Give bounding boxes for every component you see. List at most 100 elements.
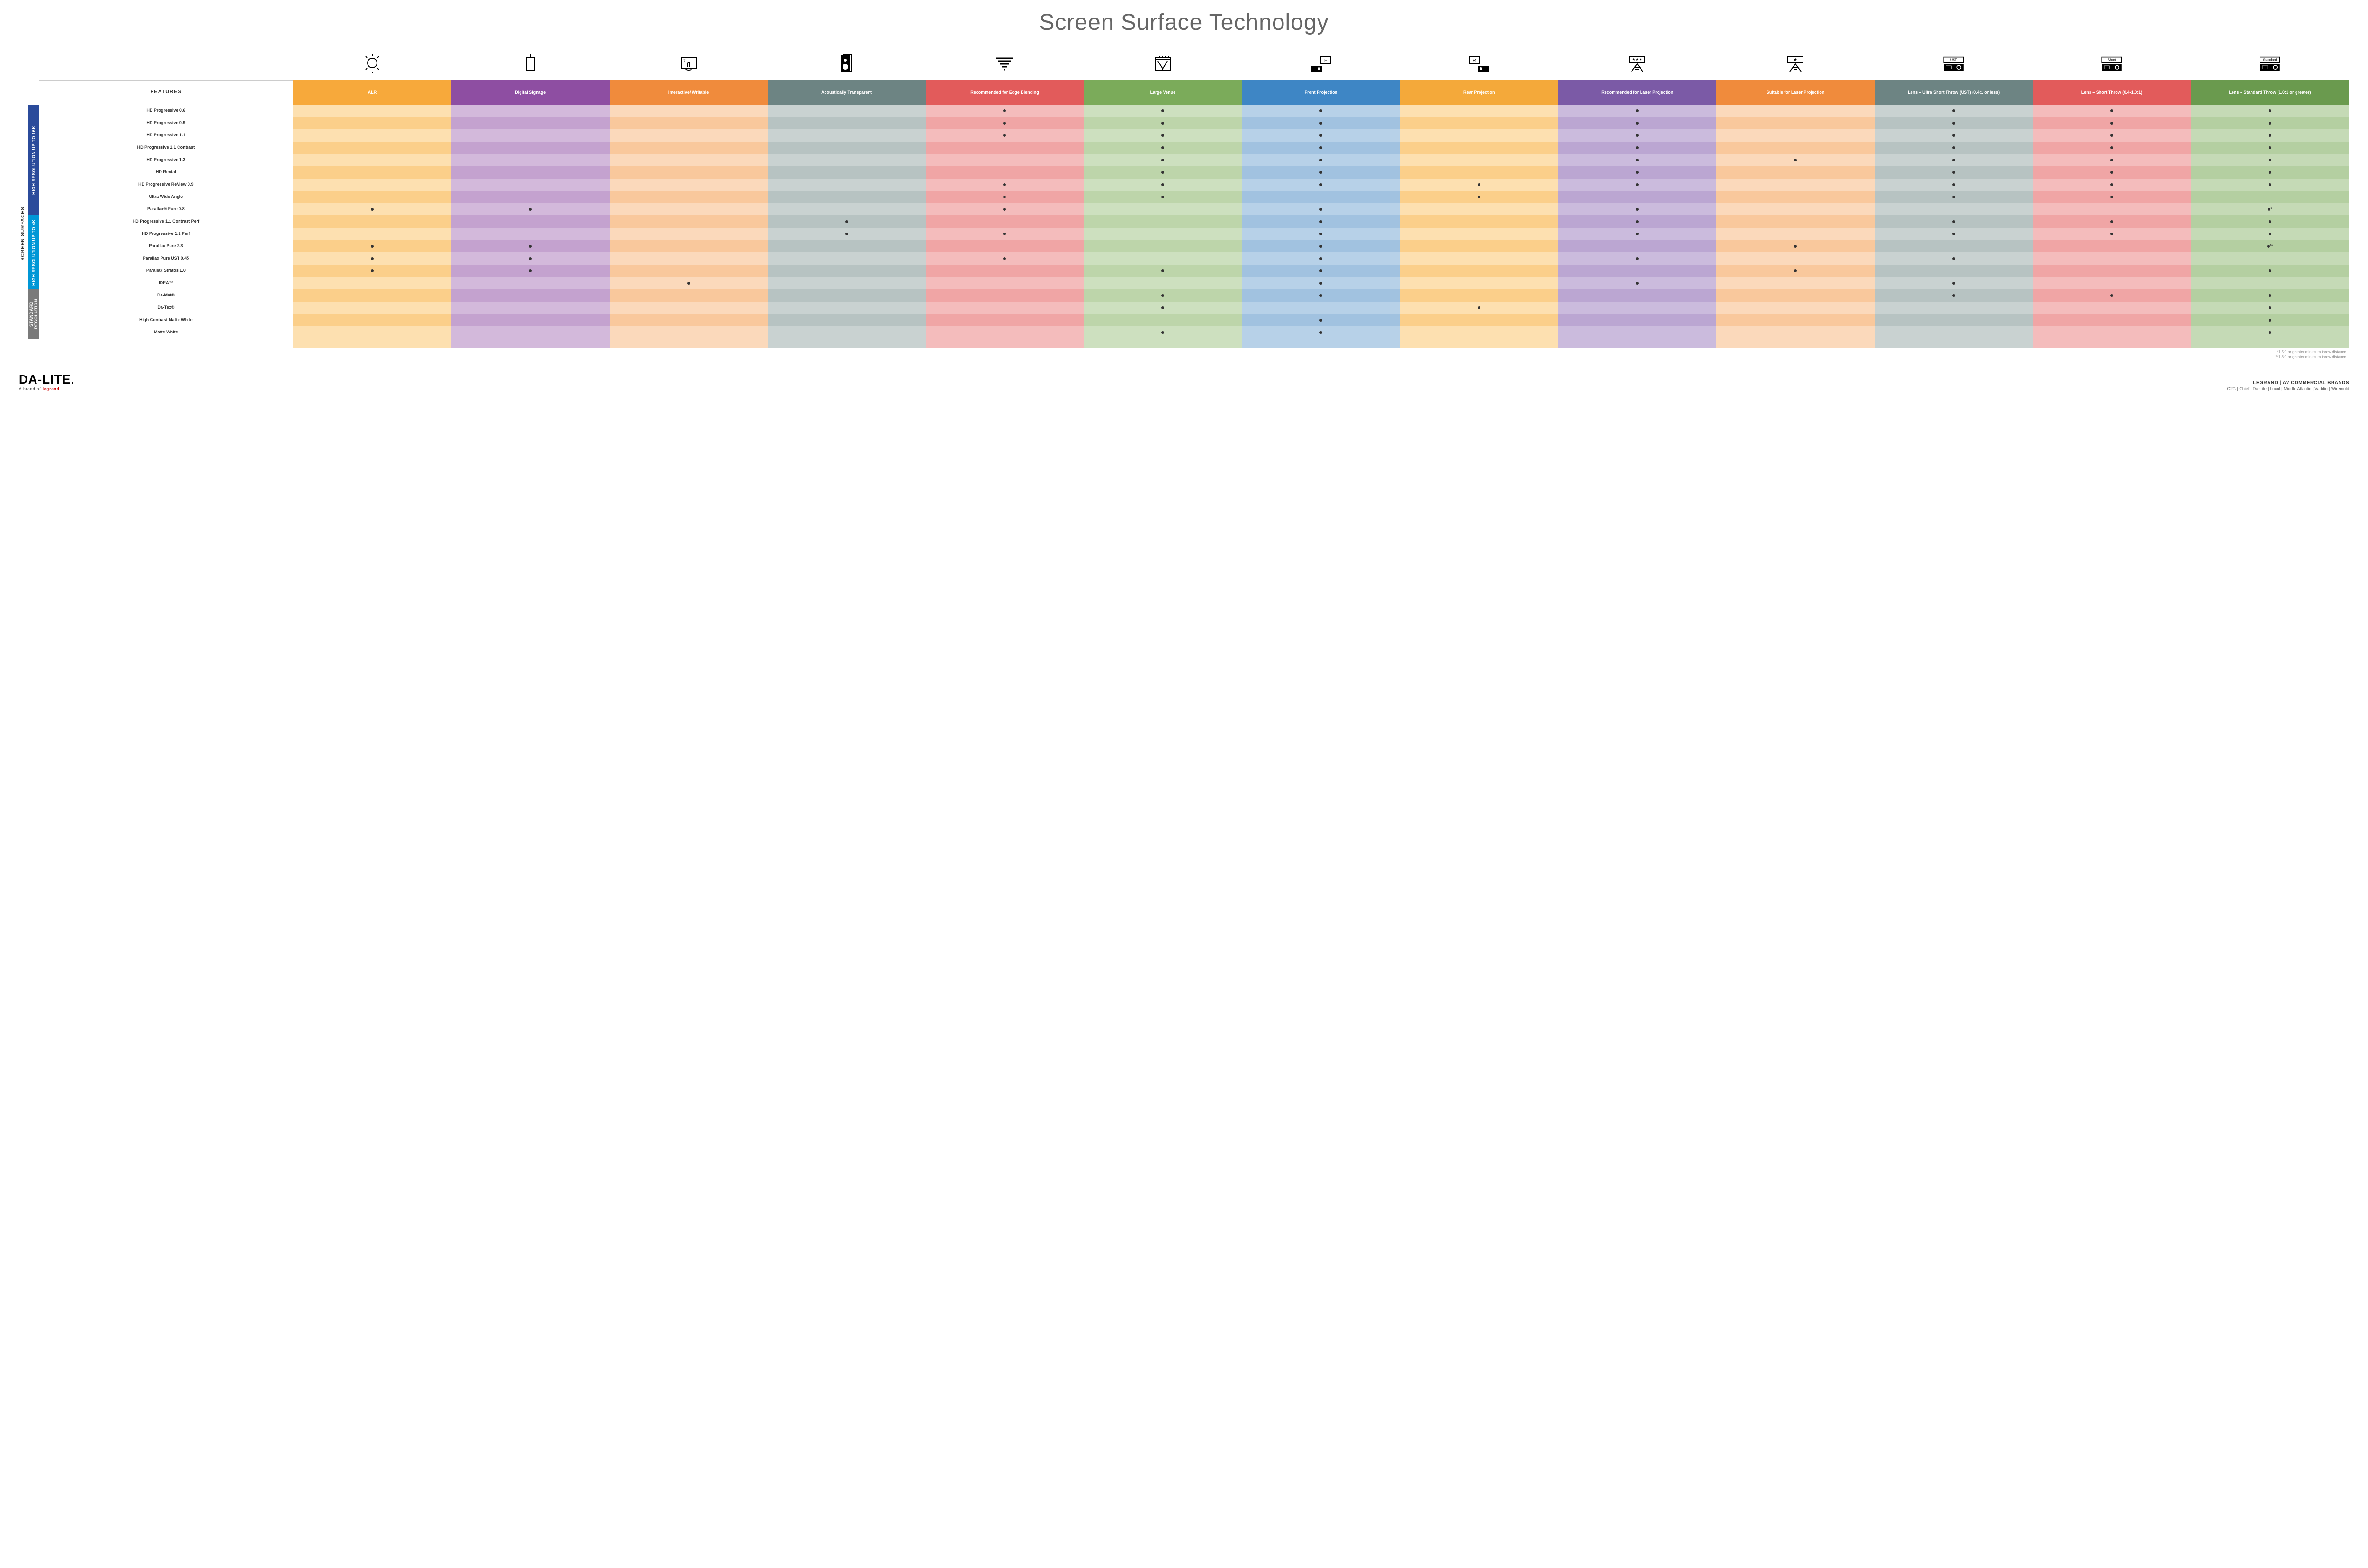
cell-interactive xyxy=(610,105,768,117)
cell-laser_rec xyxy=(1558,265,1716,277)
cell-ust xyxy=(1875,166,2033,179)
cell-edge xyxy=(926,142,1084,154)
cell-laser_suit xyxy=(1716,142,1875,154)
cell-acoustic xyxy=(768,117,926,129)
svg-text:UST: UST xyxy=(1950,57,1957,62)
cell-rear xyxy=(1400,203,1558,215)
logo-subtext: A brand of legrand xyxy=(19,387,75,391)
cell-laser_rec xyxy=(1558,203,1716,215)
cell-ust xyxy=(1875,302,2033,314)
cell-short xyxy=(2033,240,2191,252)
table-row: Da-Mat® xyxy=(39,289,2350,302)
svg-text:F: F xyxy=(1324,58,1327,63)
cell-venue xyxy=(1084,191,1242,203)
cell-acoustic xyxy=(768,277,926,289)
cell-interactive xyxy=(610,302,768,314)
table-row: Parallax Stratos 1.0 xyxy=(39,265,2350,277)
cell-edge xyxy=(926,314,1084,326)
cell-laser_rec xyxy=(1558,289,1716,302)
cell-acoustic xyxy=(768,142,926,154)
cell-signage xyxy=(451,191,610,203)
table-row: Parallax Pure UST 0.45 xyxy=(39,252,2350,265)
cell-laser_rec xyxy=(1558,179,1716,191)
cell-laser_rec xyxy=(1558,154,1716,166)
cell-rear xyxy=(1400,191,1558,203)
laser_rec-icon: ★★★ xyxy=(1558,50,1716,80)
side-label-screen-surfaces: SCREEN SURFACES xyxy=(19,107,27,361)
cell-front xyxy=(1242,142,1400,154)
cell-ust xyxy=(1875,240,2033,252)
cell-venue xyxy=(1084,117,1242,129)
cell-front xyxy=(1242,265,1400,277)
cell-front xyxy=(1242,326,1400,339)
group-label: HIGH RESOLUTION UP TO 16K xyxy=(28,105,39,215)
cell-front xyxy=(1242,240,1400,252)
cell-edge xyxy=(926,129,1084,142)
acoustic-icon xyxy=(768,50,926,80)
cell-std xyxy=(2191,129,2349,142)
group-label: HIGH RESOLUTION UP TO 4K xyxy=(28,215,39,289)
cell-short xyxy=(2033,277,2191,289)
cell-laser_rec xyxy=(1558,228,1716,240)
cell-std xyxy=(2191,142,2349,154)
cell-acoustic xyxy=(768,191,926,203)
cell-venue xyxy=(1084,289,1242,302)
cell-alr xyxy=(293,142,451,154)
cell-ust xyxy=(1875,289,2033,302)
cell-edge xyxy=(926,166,1084,179)
short-icon: Short xyxy=(2033,50,2191,80)
table-row: HD Progressive 1.1 Contrast xyxy=(39,142,2350,154)
cell-signage xyxy=(451,154,610,166)
footer-shade xyxy=(1875,339,2033,348)
cell-std xyxy=(2191,265,2349,277)
cell-laser_rec xyxy=(1558,117,1716,129)
table-row: Parallax® Pure 0.8* xyxy=(39,203,2350,215)
alr-icon xyxy=(293,50,451,80)
cell-ust xyxy=(1875,142,2033,154)
cell-acoustic xyxy=(768,228,926,240)
cell-ust xyxy=(1875,314,2033,326)
row-label: Parallax Pure UST 0.45 xyxy=(39,252,293,265)
cell-rear xyxy=(1400,240,1558,252)
cell-signage xyxy=(451,215,610,228)
cell-std xyxy=(2191,228,2349,240)
cell-edge xyxy=(926,240,1084,252)
cell-venue xyxy=(1084,326,1242,339)
cell-signage xyxy=(451,203,610,215)
cell-short xyxy=(2033,289,2191,302)
cell-edge xyxy=(926,289,1084,302)
cell-signage xyxy=(451,228,610,240)
cell-short xyxy=(2033,265,2191,277)
row-label: HD Progressive 1.1 Contrast xyxy=(39,142,293,154)
table-row: HD Progressive 1.1 xyxy=(39,129,2350,142)
cell-rear xyxy=(1400,105,1558,117)
cell-signage xyxy=(451,252,610,265)
cell-signage xyxy=(451,289,610,302)
footer-shade xyxy=(1084,339,1242,348)
cell-front xyxy=(1242,228,1400,240)
cell-laser_suit xyxy=(1716,191,1875,203)
cell-alr xyxy=(293,302,451,314)
brands-block: LEGRAND | AV COMMERCIAL BRANDS C2G | Chi… xyxy=(2227,380,2349,391)
cell-std xyxy=(2191,105,2349,117)
comparison-table: FR★★★★USTShortStandardFEATURESALRDigital… xyxy=(39,50,2349,361)
cell-acoustic xyxy=(768,215,926,228)
cell-acoustic xyxy=(768,265,926,277)
cell-venue xyxy=(1084,154,1242,166)
cell-edge xyxy=(926,154,1084,166)
cell-venue xyxy=(1084,179,1242,191)
edge-icon xyxy=(926,50,1084,80)
cell-alr xyxy=(293,105,451,117)
cell-signage xyxy=(451,302,610,314)
cell-alr xyxy=(293,314,451,326)
cell-venue xyxy=(1084,228,1242,240)
cell-laser_suit xyxy=(1716,252,1875,265)
row-label: Parallax Stratos 1.0 xyxy=(39,265,293,277)
signage-icon xyxy=(451,50,610,80)
cell-edge xyxy=(926,252,1084,265)
cell-short xyxy=(2033,252,2191,265)
cell-rear xyxy=(1400,129,1558,142)
cell-acoustic xyxy=(768,302,926,314)
brands-list: C2G | Chief | Da-Lite | Luxul | Middle A… xyxy=(2227,386,2349,391)
cell-front xyxy=(1242,191,1400,203)
